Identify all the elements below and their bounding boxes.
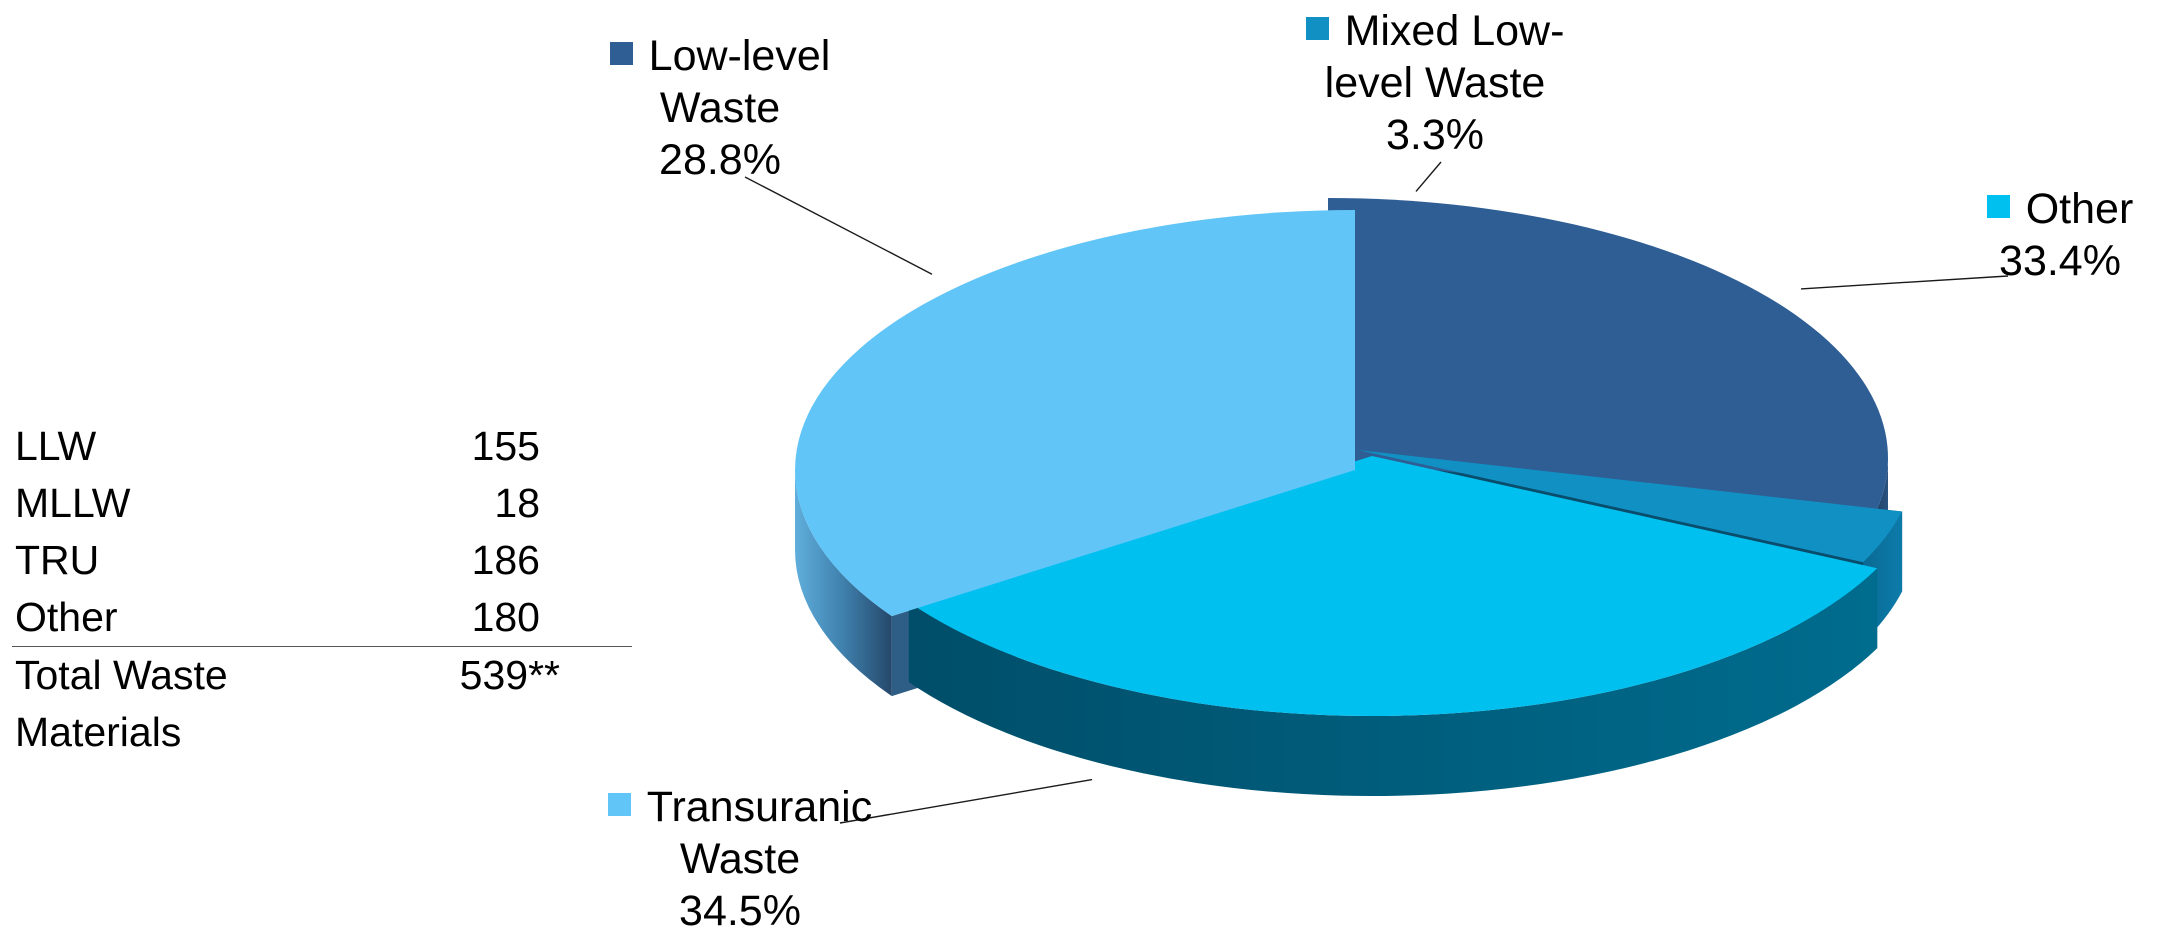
leader-line-low-level-waste: [744, 176, 933, 275]
slice-name-line: Waste: [659, 84, 781, 132]
pie-slice-side-other: [908, 568, 1878, 797]
table-row: LLW 155: [12, 418, 632, 475]
waste-summary-table: LLW 155 MLLW 18 TRU 186 Other 180 Total …: [12, 418, 632, 761]
table-row-name: Other: [15, 594, 118, 640]
pie-slice-low-level-waste: [1328, 198, 1888, 520]
slice-percent: 3.3%: [1385, 111, 1484, 159]
slice-name-line: Waste: [679, 835, 801, 883]
slice-name-line: Mixed Low-: [1344, 7, 1565, 55]
table-row: TRU 186: [12, 532, 632, 589]
slice-label-other: Other 33.4%: [1960, 183, 2160, 287]
table-row-value: 180: [471, 594, 540, 640]
table-row-value: 18: [494, 480, 540, 526]
legend-swatch-low-level-waste: [609, 42, 633, 65]
table-row-name: MLLW: [15, 480, 131, 526]
slice-label-mixed-low-level-waste: Mixed Low- level Waste 3.3%: [1250, 5, 1620, 161]
table-total-name: Total Waste Materials: [15, 652, 228, 755]
slice-percent: 28.8%: [659, 136, 781, 184]
slice-name-line: Transuranic: [646, 783, 873, 831]
slice-label-transuranic-waste: Transuranic Waste 34.5%: [560, 781, 920, 937]
table-total-value: 539**: [459, 652, 560, 698]
table-row-value: 155: [471, 423, 540, 469]
table-row-name: LLW: [15, 423, 97, 469]
table-total-row: Total Waste Materials 539**: [12, 646, 632, 761]
slice-name-line: level Waste: [1324, 59, 1546, 107]
pie-slice-other: [908, 456, 1878, 717]
table-row: MLLW 18: [12, 475, 632, 532]
leader-line-other: [1800, 275, 2009, 290]
pie-slice-transuranic-waste: [795, 210, 1355, 617]
legend-swatch-mixed-low-level-waste: [1305, 17, 1329, 40]
slice-percent: 34.5%: [679, 887, 801, 935]
slice-percent: 33.4%: [1999, 237, 2121, 285]
slice-label-low-level-waste: Low-level Waste 28.8%: [550, 30, 890, 186]
table-row-name: TRU: [15, 537, 100, 583]
pie-slice-side-transuranic-waste: [795, 470, 892, 697]
pie-faces: [795, 198, 1903, 717]
pie-slice-mixed-low-level-waste: [1358, 450, 1903, 563]
legend-swatch-transuranic-waste: [607, 793, 631, 816]
leader-lines: [744, 161, 2009, 824]
leader-line-mixed-low-level-waste: [1415, 161, 1442, 192]
slice-name-line: Other: [2025, 185, 2134, 233]
slice-name-line: Low-level: [648, 32, 831, 80]
table-row: Other 180: [12, 589, 632, 646]
legend-swatch-other: [1986, 195, 2010, 218]
leader-line-transuranic-waste: [839, 778, 1093, 824]
table-row-value: 186: [471, 537, 540, 583]
